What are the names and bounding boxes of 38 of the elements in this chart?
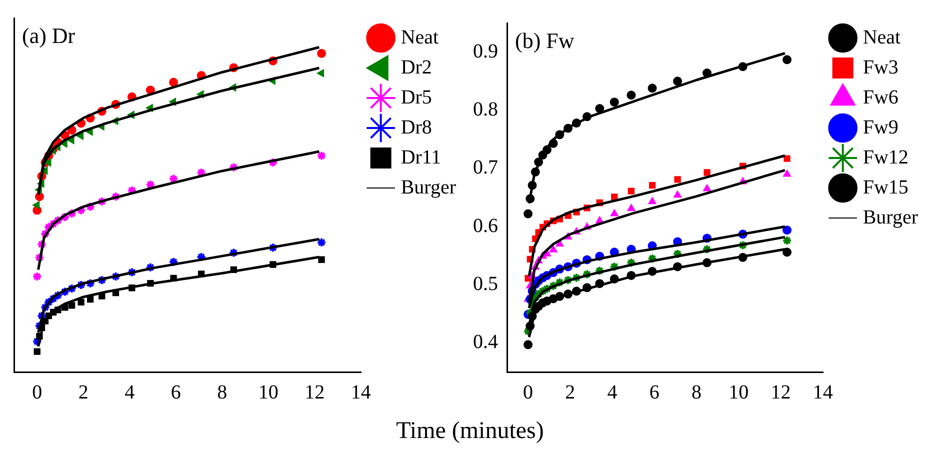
- y-tick-label: 0.7: [473, 156, 498, 179]
- x-tick-label: 4: [607, 381, 618, 404]
- y-tick-label: 0.5: [473, 273, 498, 295]
- x-tick-label: 4: [124, 381, 135, 404]
- legend-label: Dr8: [400, 116, 432, 138]
- chart-title: (a) Dr: [22, 22, 76, 48]
- legend-label: Fw3: [862, 56, 898, 78]
- x-tick-label: 14: [812, 381, 833, 404]
- legend-label: Neat: [862, 26, 902, 48]
- x-tick-label: 0: [32, 381, 42, 404]
- legend-label: Dr5: [400, 86, 432, 108]
- y-tick-label: 0.9: [473, 40, 498, 62]
- legend-label: Fw15: [862, 176, 908, 198]
- y-tick-label: 0.8: [473, 98, 498, 120]
- x-tick-label: 12: [304, 381, 325, 404]
- x-axis-title: Time (minutes): [396, 418, 544, 444]
- y-tick-label: 0.4: [473, 331, 498, 354]
- x-tick-label: 14: [350, 381, 371, 404]
- x-tick-label: 0: [523, 381, 534, 404]
- legend-label: Dr2: [400, 56, 432, 78]
- x-tick-label: 6: [649, 381, 660, 404]
- x-tick-label: 12: [770, 381, 791, 404]
- x-tick-label: 2: [565, 381, 576, 404]
- x-tick-label: 6: [170, 381, 181, 404]
- legend-label: Fw6: [862, 86, 898, 108]
- legend-label: Neat: [400, 26, 440, 48]
- x-tick-label: 10: [258, 381, 278, 404]
- y-tick-label: 0.6: [473, 214, 498, 237]
- x-tick-label: 10: [728, 381, 749, 404]
- chart-title: (b) Fw: [515, 28, 574, 53]
- legend-label: Burger: [862, 206, 918, 228]
- legend-label: Burger: [400, 176, 456, 198]
- x-tick-label: 2: [78, 381, 88, 404]
- legend-label: Fw12: [862, 146, 908, 168]
- x-tick-label: 8: [691, 381, 702, 404]
- legend-label: Dr11: [400, 146, 442, 168]
- x-tick-label: 8: [217, 381, 228, 404]
- legend-label: Fw9: [862, 116, 898, 138]
